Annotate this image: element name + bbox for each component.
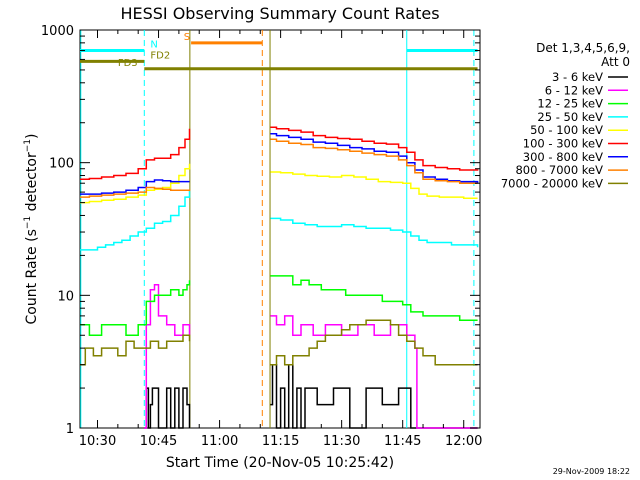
plot-frame xyxy=(79,29,481,429)
x-tick-label-0: 10:30 xyxy=(79,434,116,449)
x-tick-label-6: 12:00 xyxy=(445,434,482,449)
series-3 xyxy=(80,190,479,251)
y-axis-label-exp1: −1 xyxy=(23,216,33,229)
y-axis-label-main: Count Rate (s xyxy=(24,229,40,324)
series-8-segment-1 xyxy=(270,319,478,366)
x-tick-label-5: 11:45 xyxy=(384,434,421,449)
series-1-segment-0 xyxy=(144,284,191,429)
y-axis-label-mid: detector xyxy=(24,152,40,216)
y-tick-label-0: 1 xyxy=(66,422,74,437)
chart-title: HESSI Observing Summary Count Rates xyxy=(120,4,439,23)
series-3-segment-0 xyxy=(80,190,191,251)
x-tick-label-1: 10:45 xyxy=(140,434,177,449)
y-tick-label-3: 1000 xyxy=(41,24,74,39)
state-bar-label-2: FD2 xyxy=(150,50,170,61)
series-0-segment-1 xyxy=(270,363,478,429)
axes-ticks: 10:30 10:45 11:00 11:15 11:30 11:45 12:00 1 10 10… xyxy=(41,24,483,449)
y-tick-label-1: 10 xyxy=(57,289,74,304)
series-2-segment-1 xyxy=(270,275,478,321)
series-2 xyxy=(80,275,478,337)
x-tick-label-3: 11:15 xyxy=(262,434,299,449)
state-bar-label-3: FD3 xyxy=(118,58,138,69)
legend-header-1: Det 1,3,4,5,6,9, xyxy=(536,41,630,55)
legend-label-6: 300 - 800 keV xyxy=(523,150,603,164)
series-6 xyxy=(80,133,479,195)
y-axis-label-end: ) xyxy=(24,134,40,139)
state-bar-label-0: N xyxy=(150,40,157,51)
x-axis-label: Start Time (20-Nov-05 10:25:42) xyxy=(166,455,394,471)
series-lines xyxy=(80,126,479,429)
y-tick-label-2: 100 xyxy=(49,157,74,172)
observation-boundary-lines xyxy=(80,30,475,428)
legend-label-0: 3 - 6 keV xyxy=(552,70,603,84)
series-8 xyxy=(80,319,478,366)
series-7 xyxy=(80,138,478,198)
series-3-segment-1 xyxy=(270,217,479,248)
series-7-segment-1 xyxy=(270,138,478,184)
y-axis-label-exp2: −1 xyxy=(23,139,33,152)
series-5-segment-0 xyxy=(80,128,191,180)
legend-header-2: Att 0 xyxy=(601,55,630,69)
x-tick-label-2: 11:00 xyxy=(201,434,238,449)
series-7-segment-0 xyxy=(80,186,191,198)
legend-label-7: 800 - 7000 keV xyxy=(515,163,603,177)
series-0 xyxy=(144,363,478,429)
legend-label-5: 100 - 300 keV xyxy=(523,137,603,151)
state-bar-label-1: S xyxy=(184,32,190,43)
series-2-segment-0 xyxy=(80,280,191,337)
attenuator-state-bars: N S FD2 FD3 xyxy=(80,32,478,71)
series-5 xyxy=(80,126,479,180)
series-8-segment-0 xyxy=(80,334,191,366)
generation-timestamp: 29-Nov-2009 18:22 xyxy=(553,467,630,476)
legend-label-2: 12 - 25 keV xyxy=(537,97,603,111)
series-5-segment-1 xyxy=(270,126,479,171)
y-axis-label: Count Rate (s−1 detector−1) xyxy=(23,134,40,325)
legend-label-4: 50 - 100 keV xyxy=(530,123,603,137)
legend-label-3: 25 - 50 keV xyxy=(537,110,603,124)
legend-label-1: 6 - 12 keV xyxy=(545,83,603,97)
series-0-segment-0 xyxy=(144,387,191,429)
series-6-segment-0 xyxy=(80,179,190,195)
series-4-segment-1 xyxy=(270,171,478,199)
x-tick-label-4: 11:30 xyxy=(323,434,360,449)
legend-label-8: 7000 - 20000 keV xyxy=(501,176,603,190)
